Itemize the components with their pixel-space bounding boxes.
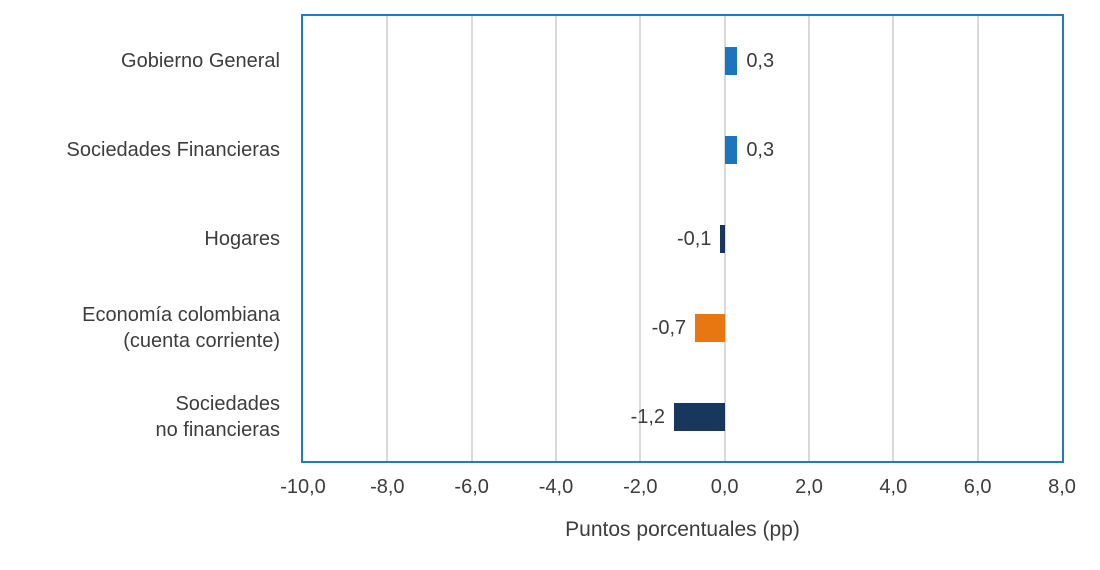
x-tick-label: -8,0 <box>370 476 405 498</box>
bars-layer: 0,3 0,3 -0,1 -0,7 -1,2 <box>303 16 1062 461</box>
x-tick-label: -6,0 <box>454 476 489 498</box>
gridline <box>555 16 557 461</box>
category-label: Sociedades no financieras <box>155 392 280 441</box>
gridline <box>470 16 473 461</box>
x-tick-label: -10,0 <box>280 476 326 498</box>
bar-value-label: -0,1 <box>676 227 712 250</box>
bar <box>724 135 738 164</box>
bar <box>720 224 725 253</box>
plot-area: 0,3 0,3 -0,1 -0,7 -1,2 <box>301 14 1064 463</box>
x-tick-label: 8,0 <box>1048 476 1076 498</box>
gridline <box>639 16 642 461</box>
x-tick-label: 0,0 <box>710 476 739 498</box>
gridline <box>976 16 979 461</box>
x-axis-title: Puntos porcentuales (pp) <box>565 518 800 541</box>
gridline <box>808 16 810 461</box>
gridline <box>723 16 726 461</box>
x-axis-ticks: -10,0 -8,0 -6,0 -4,0 -2,0 0,0 2,0 4,0 6,0 8,0 <box>280 476 1076 500</box>
bar-value-label: -1,2 <box>630 405 666 428</box>
bar-value-label: 0,3 <box>746 49 775 72</box>
gridline <box>386 16 389 461</box>
category-labels: Gobierno General Sociedades Financieras Ho… <box>0 16 280 461</box>
gridlines-layer <box>303 16 1062 461</box>
category-label: Hogares <box>204 227 280 250</box>
bar-value-label: -0,7 <box>651 316 687 339</box>
x-tick-label: 4,0 <box>879 476 908 498</box>
bar <box>674 402 725 431</box>
x-tick-label: 2,0 <box>795 476 823 498</box>
x-tick-label: -4,0 <box>538 476 574 498</box>
category-label: Economía colombiana (cuenta corriente) <box>82 303 280 352</box>
gridline <box>892 16 895 461</box>
category-label: Gobierno General <box>121 49 280 72</box>
bar <box>724 46 738 75</box>
x-tick-label: 6,0 <box>963 476 992 498</box>
x-tick-label: -2,0 <box>623 476 658 498</box>
bar-value-label: 0,3 <box>746 138 775 161</box>
bar <box>695 313 725 342</box>
category-label: Sociedades Financieras <box>66 138 280 161</box>
